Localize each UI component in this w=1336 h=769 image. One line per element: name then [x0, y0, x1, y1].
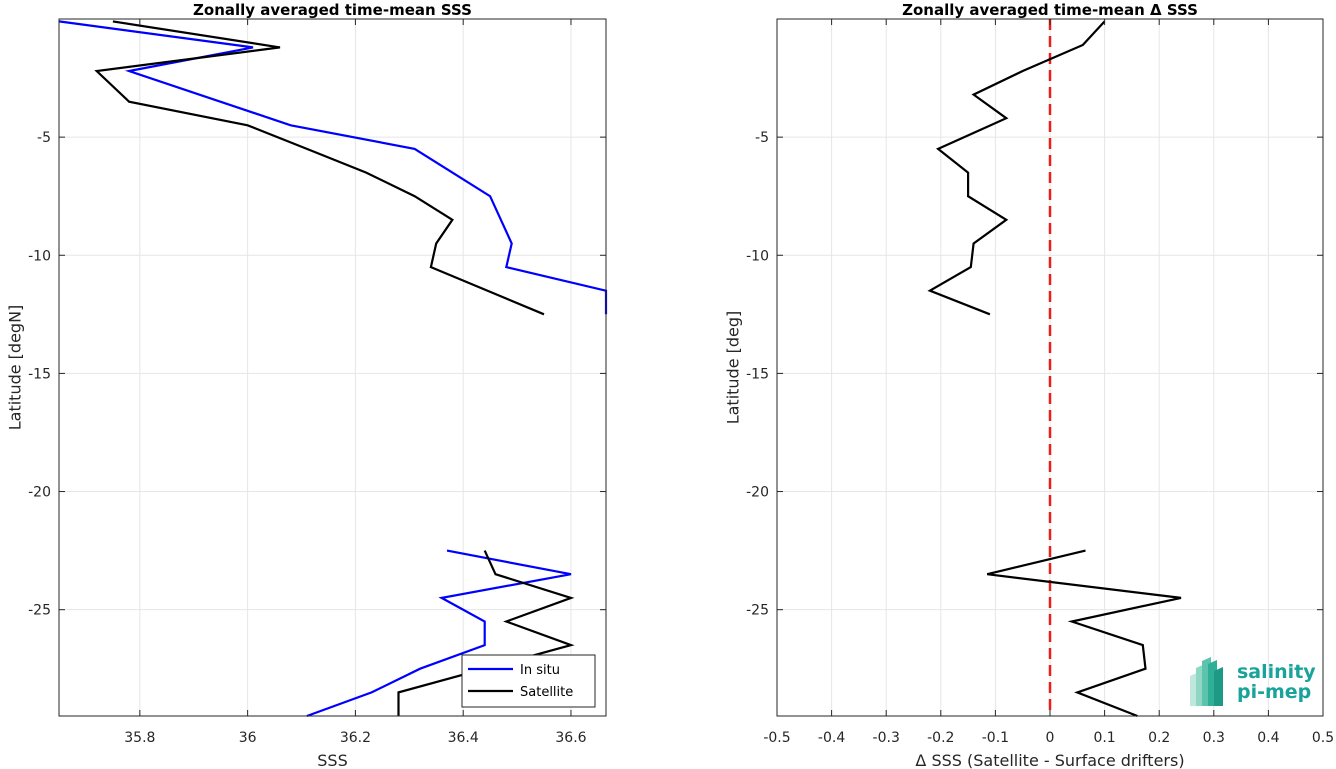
- series-line-satellite-segment-0: [94, 20, 545, 316]
- plot-area: [59, 19, 606, 716]
- x-tick-label: 0.2: [1148, 730, 1170, 746]
- x-tick-label: 0.5: [1312, 730, 1334, 746]
- y-tick-label: -10: [28, 248, 51, 264]
- y-tick-label: -20: [746, 485, 769, 501]
- logo-wave-bar-4: [1214, 667, 1223, 706]
- x-tick-label: 36.6: [555, 730, 586, 746]
- series-line-delta-sss-segment-1: [986, 549, 1182, 718]
- x-tick-label: -0.2: [927, 730, 954, 746]
- series-line-in-situ-segment-1: [306, 549, 572, 718]
- x-tick-label: 0.4: [1257, 730, 1279, 746]
- legend-entry-label: Satellite: [520, 685, 573, 700]
- x-axis-label: Δ SSS (Satellite - Surface drifters): [915, 751, 1184, 769]
- x-tick-label: 36.4: [448, 730, 479, 746]
- x-axis-label: SSS: [317, 751, 347, 769]
- y-axis-label: Latitude [deg]: [724, 311, 743, 425]
- x-tick-label: 36: [239, 730, 257, 746]
- y-tick-label: -25: [28, 603, 51, 619]
- y-tick-label: -5: [755, 130, 769, 146]
- x-tick-label: -0.4: [818, 730, 845, 746]
- logo-line-1: salinity: [1237, 661, 1316, 683]
- y-axis-label: Latitude [degN]: [6, 305, 25, 431]
- series-line-in-situ-segment-0: [58, 20, 608, 315]
- delta-sss-profile-plot: -0.5 -0.4 -0.3 -0.2 -0.1 0 0.1 0.2 0.3 0.4 0.5 -5 -1…: [724, 1, 1335, 769]
- y-tick-label: -25: [746, 603, 769, 619]
- legend-box: [461, 654, 596, 708]
- legend: In situ Satellite: [461, 654, 596, 708]
- logo-line-2: pi-mep: [1237, 681, 1311, 703]
- x-tick-label: 0.1: [1093, 730, 1115, 746]
- sss-profile-plot: 35.8 36 36.2 36.4 36.6 -5 -10 -15 -20 -25 Zonally …: [6, 1, 608, 769]
- legend-entry-label: In situ: [520, 663, 560, 678]
- x-tick-label: -0.3: [873, 730, 900, 746]
- x-tick-label: 36.2: [340, 730, 371, 746]
- chart-title: Zonally averaged time-mean SSS: [193, 1, 472, 19]
- x-tick-label: 35.8: [124, 730, 155, 746]
- chart-title: Zonally averaged time-mean Δ SSS: [902, 1, 1198, 19]
- y-tick-label: -20: [28, 485, 51, 501]
- axes-frame: [58, 18, 607, 717]
- x-tick-label: -0.1: [982, 730, 1009, 746]
- y-tick-label: -5: [37, 130, 51, 146]
- x-tick-label: 0: [1046, 730, 1055, 746]
- series-line-delta-sss-segment-0: [927, 20, 1106, 316]
- y-tick-label: -15: [746, 366, 769, 382]
- y-tick-label: -15: [28, 366, 51, 382]
- series-line-satellite-segment-1: [397, 550, 575, 716]
- y-tick-label: -10: [746, 248, 769, 264]
- x-tick-label: -0.5: [763, 730, 790, 746]
- x-tick-label: 0.3: [1203, 730, 1225, 746]
